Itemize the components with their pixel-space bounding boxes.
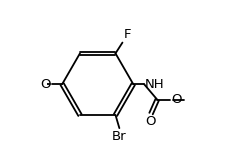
Text: O: O [145,115,155,128]
Text: Br: Br [112,130,127,143]
Text: F: F [124,28,131,41]
Text: O: O [40,78,51,91]
Text: NH: NH [145,78,164,91]
Text: O: O [171,93,182,106]
